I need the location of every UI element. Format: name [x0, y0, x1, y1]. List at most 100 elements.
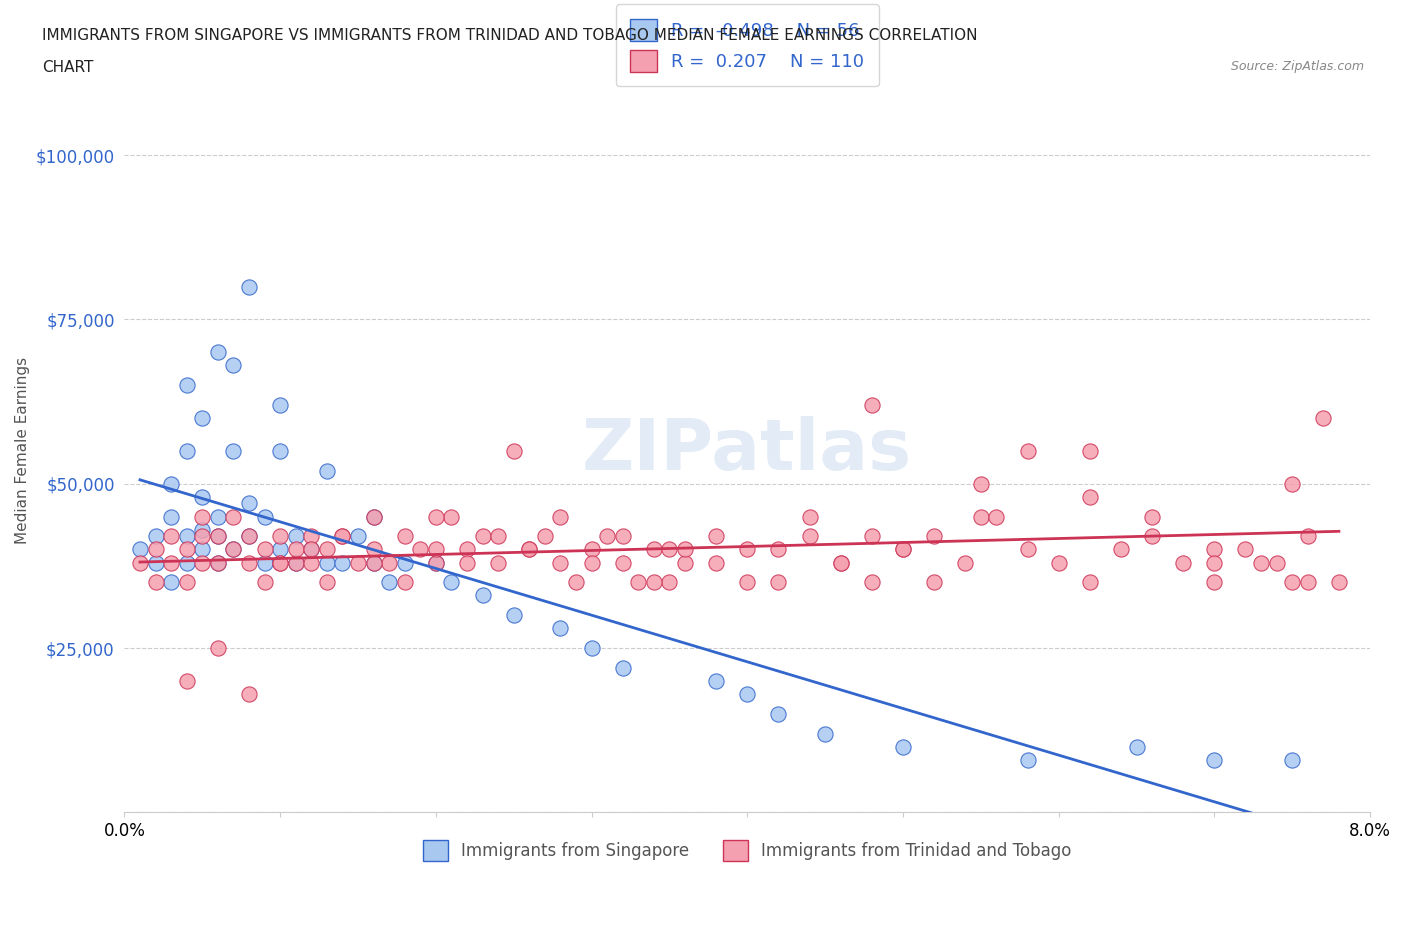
Point — [673, 542, 696, 557]
Point — [1140, 529, 1163, 544]
Point — [332, 529, 354, 544]
Point — [565, 575, 588, 590]
Point — [1296, 575, 1319, 590]
Point — [176, 529, 198, 544]
Point — [1234, 542, 1257, 557]
Point — [768, 575, 790, 590]
Point — [269, 555, 291, 570]
Point — [581, 555, 603, 570]
Point — [238, 496, 260, 511]
Point — [486, 529, 509, 544]
Point — [704, 555, 727, 570]
Point — [145, 555, 167, 570]
Point — [176, 444, 198, 458]
Point — [269, 555, 291, 570]
Point — [299, 542, 322, 557]
Point — [160, 510, 183, 525]
Point — [363, 510, 385, 525]
Point — [363, 542, 385, 557]
Point — [735, 542, 758, 557]
Point — [533, 529, 555, 544]
Point — [145, 575, 167, 590]
Point — [830, 555, 852, 570]
Point — [1250, 555, 1272, 570]
Point — [222, 510, 245, 525]
Point — [1327, 575, 1350, 590]
Point — [394, 575, 416, 590]
Point — [1173, 555, 1195, 570]
Point — [315, 542, 337, 557]
Point — [207, 510, 229, 525]
Point — [347, 529, 370, 544]
Point — [735, 686, 758, 701]
Point — [315, 463, 337, 478]
Point — [207, 529, 229, 544]
Point — [222, 542, 245, 557]
Point — [486, 555, 509, 570]
Point — [970, 510, 993, 525]
Point — [502, 608, 524, 623]
Point — [176, 555, 198, 570]
Point — [1078, 489, 1101, 504]
Point — [425, 542, 447, 557]
Point — [799, 529, 821, 544]
Point — [456, 555, 478, 570]
Point — [409, 542, 432, 557]
Point — [315, 575, 337, 590]
Point — [658, 542, 681, 557]
Point — [814, 726, 837, 741]
Point — [1312, 410, 1334, 425]
Point — [253, 575, 276, 590]
Point — [612, 555, 634, 570]
Point — [1281, 752, 1303, 767]
Point — [860, 397, 883, 412]
Point — [1296, 529, 1319, 544]
Point — [425, 510, 447, 525]
Point — [299, 529, 322, 544]
Point — [922, 575, 945, 590]
Point — [471, 588, 494, 603]
Point — [440, 510, 463, 525]
Point — [955, 555, 977, 570]
Point — [1109, 542, 1132, 557]
Point — [269, 397, 291, 412]
Point — [768, 542, 790, 557]
Point — [191, 510, 214, 525]
Text: IMMIGRANTS FROM SINGAPORE VS IMMIGRANTS FROM TRINIDAD AND TOBAGO MEDIAN FEMALE E: IMMIGRANTS FROM SINGAPORE VS IMMIGRANTS … — [42, 28, 977, 43]
Point — [129, 542, 152, 557]
Point — [299, 542, 322, 557]
Point — [238, 555, 260, 570]
Point — [207, 641, 229, 656]
Point — [1047, 555, 1070, 570]
Point — [1281, 575, 1303, 590]
Point — [129, 555, 152, 570]
Point — [284, 555, 307, 570]
Point — [145, 542, 167, 557]
Point — [612, 660, 634, 675]
Point — [673, 555, 696, 570]
Point — [502, 444, 524, 458]
Point — [425, 555, 447, 570]
Point — [299, 555, 322, 570]
Point — [658, 575, 681, 590]
Point — [891, 739, 914, 754]
Point — [332, 555, 354, 570]
Point — [191, 523, 214, 538]
Text: CHART: CHART — [42, 60, 94, 75]
Point — [253, 555, 276, 570]
Point — [160, 476, 183, 491]
Point — [1204, 575, 1226, 590]
Point — [284, 542, 307, 557]
Point — [222, 542, 245, 557]
Point — [1265, 555, 1288, 570]
Point — [612, 529, 634, 544]
Point — [207, 345, 229, 360]
Point — [207, 555, 229, 570]
Point — [1204, 542, 1226, 557]
Point — [425, 555, 447, 570]
Point — [238, 686, 260, 701]
Point — [735, 575, 758, 590]
Point — [145, 529, 167, 544]
Point — [596, 529, 619, 544]
Point — [1017, 752, 1039, 767]
